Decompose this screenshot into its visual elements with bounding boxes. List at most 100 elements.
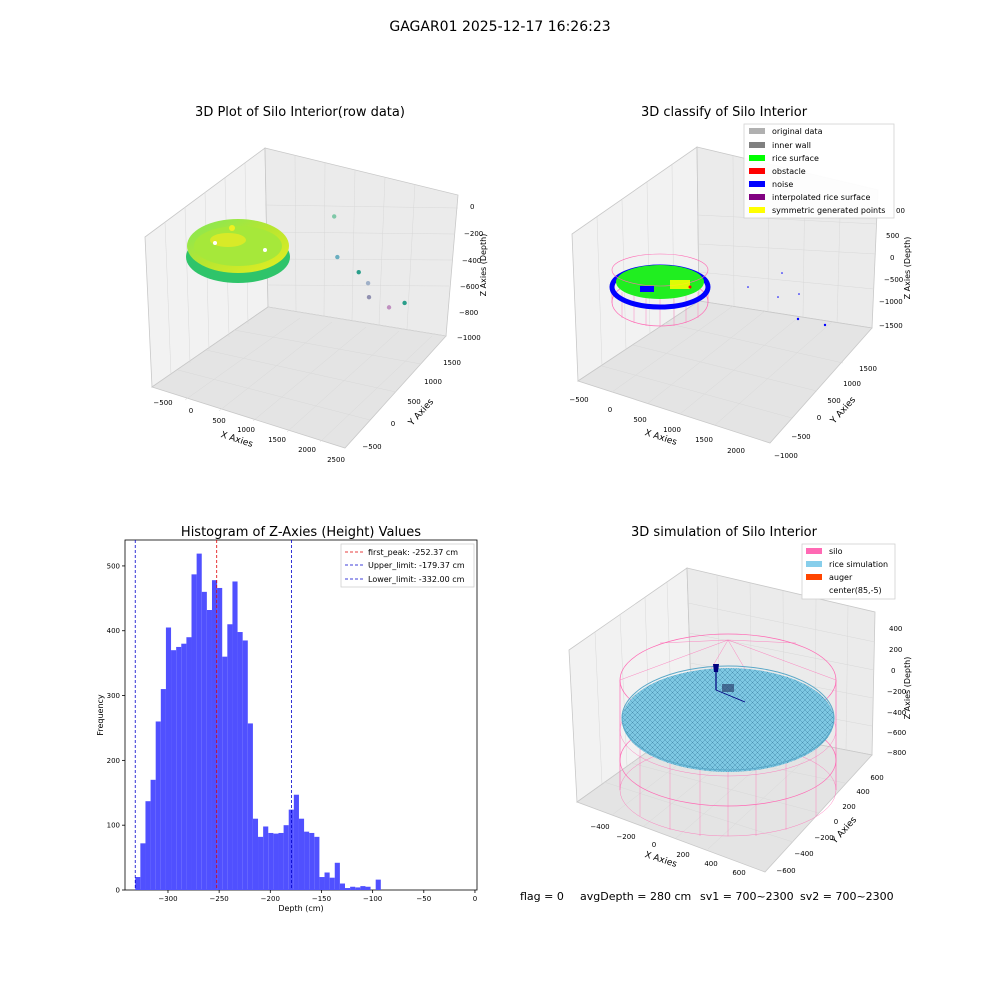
raw-axes-panes	[144, 147, 459, 449]
legend-swatch-inner-wall	[749, 142, 765, 148]
legend-label: center(85,-5)	[829, 586, 882, 595]
simulation-y-tick: 600	[870, 774, 883, 782]
histogram-bar	[268, 832, 274, 890]
histogram-bar	[263, 826, 269, 890]
simulation-x-tick: −200	[616, 833, 635, 841]
histogram-x-tick: −200	[261, 895, 280, 903]
classify-y-tick: 1500	[859, 365, 877, 373]
legend-swatch-interpolated	[749, 194, 765, 200]
panel-simulation-3d: 3D simulation of Silo Interior	[568, 525, 912, 877]
raw-y-ticks: −500 0 500 1000 1500	[362, 359, 461, 451]
raw-x-tick: 0	[189, 407, 193, 415]
legend-label: interpolated rice surface	[772, 193, 870, 202]
histogram-bar	[135, 877, 141, 890]
histogram-bar	[181, 643, 187, 890]
histogram-x-tick: −300	[158, 895, 177, 903]
classify-z-tick: −500	[884, 276, 903, 284]
histogram-bar	[237, 632, 243, 890]
histogram-bar	[211, 580, 218, 890]
histogram-reference-lines	[134, 540, 292, 890]
legend-label: silo	[829, 547, 843, 556]
classify-z-tick: −1000	[879, 298, 903, 306]
simulation-z-tick: −800	[887, 749, 906, 757]
simulation-y-tick: −600	[776, 867, 795, 875]
histogram-bar	[227, 624, 233, 890]
raw-z-axis-label: Z Axies (Depth)	[479, 234, 488, 297]
histogram-bar	[365, 886, 371, 890]
histogram-y-tick: 200	[107, 757, 120, 765]
legend-label: symmetric generated points	[772, 206, 885, 215]
histogram-x-tick: −150	[312, 895, 331, 903]
classify-x-tick: 500	[633, 416, 646, 424]
legend-swatch-original	[749, 128, 765, 134]
histogram-bar	[191, 574, 197, 890]
histogram-bar	[232, 581, 238, 890]
classify-x-tick: −500	[569, 396, 588, 404]
histogram-bar	[176, 646, 182, 890]
classify-z-tick: 0	[890, 254, 894, 262]
classify-z-partial-tick: 00	[896, 207, 905, 215]
histogram-x-ticks: −300 −250 −200 −150 −100 −50 0	[158, 890, 477, 903]
classify-y-tick: 500	[827, 397, 840, 405]
histogram-x-tick: −50	[416, 895, 431, 903]
legend-label: obstacle	[772, 167, 806, 176]
legend-label: Lower_limit: -332.00 cm	[368, 575, 465, 584]
histogram-y-tick: 400	[107, 627, 120, 635]
histogram-bar	[247, 723, 253, 890]
classify-y-ticks: −1000 −500 0 500 1000 1500	[774, 365, 877, 460]
histogram-legend: first_peak: -252.37 cm Upper_limit: -179…	[340, 543, 475, 588]
classify-z-tick: 500	[886, 232, 899, 240]
simulation-auger	[713, 664, 746, 703]
histogram-title: Histogram of Z-Axies (Height) Values	[181, 525, 421, 540]
histogram-bar	[293, 794, 299, 890]
histogram-x-tick: 0	[473, 895, 477, 903]
raw-x-tick: −500	[153, 399, 172, 407]
raw-x-ticks: −500 0 500 1000 1500 2000 2500	[153, 399, 345, 464]
classify-legend: original data inner wall rice surface ob…	[743, 123, 905, 219]
raw-rice-surface	[186, 219, 290, 283]
classify-y-tick: −500	[791, 433, 810, 441]
histogram-x-axis-label: Depth (cm)	[278, 904, 323, 913]
simulation-x-tick: −400	[590, 823, 609, 831]
raw-outlier-points	[332, 214, 407, 310]
figure-suptitle: GAGAR01 2025-12-17 16:26:23	[389, 19, 610, 35]
histogram-bar	[345, 888, 351, 890]
panel-histogram: Histogram of Z-Axies (Height) Values −30…	[96, 525, 478, 913]
classify-x-tick: 1500	[695, 436, 713, 444]
histogram-y-tick: 500	[107, 562, 120, 570]
classify-plot-title: 3D classify of Silo Interior	[641, 105, 808, 120]
histogram-bar	[160, 689, 166, 890]
histogram-y-tick: 100	[107, 822, 120, 830]
histogram-bar	[375, 879, 381, 890]
simulation-x-ticks: −400 −200 0 200 400 600	[590, 823, 745, 877]
histogram-bar	[334, 862, 340, 890]
simulation-x-axis-label: X Axies	[643, 850, 678, 870]
histogram-bar	[196, 553, 202, 890]
raw-x-tick: 2500	[327, 456, 345, 464]
histogram-bar	[165, 627, 172, 890]
legend-label: original data	[772, 127, 823, 136]
histogram-bar	[329, 877, 335, 890]
simulation-z-tick: 0	[891, 667, 895, 675]
classify-z-ticks: 500 0 −500 −1000 −1500	[879, 232, 903, 330]
histogram-bar	[206, 610, 212, 890]
legend-label: inner wall	[772, 141, 811, 150]
legend-label: first_peak: -252.37 cm	[368, 548, 458, 557]
simulation-y-tick: −400	[794, 850, 813, 858]
raw-z-tick: −600	[460, 283, 479, 291]
histogram-bar	[314, 836, 320, 890]
raw-outlier-point	[386, 305, 392, 310]
histogram-bar	[217, 587, 223, 890]
histogram-bar	[145, 801, 151, 890]
histogram-bar	[298, 818, 305, 890]
histogram-bar	[324, 872, 330, 890]
histogram-bar	[258, 836, 264, 890]
raw-x-tick: 1000	[237, 426, 255, 434]
histogram-bar	[283, 825, 289, 890]
histogram-bar	[360, 886, 366, 890]
raw-outlier-point	[365, 280, 371, 286]
simulation-y-tick: 0	[834, 818, 838, 826]
raw-y-tick: 1500	[443, 359, 461, 367]
status-footer: flag = 0 avgDepth = 280 cm sv1 = 700~230…	[520, 890, 894, 903]
simulation-z-tick: 200	[889, 646, 902, 654]
